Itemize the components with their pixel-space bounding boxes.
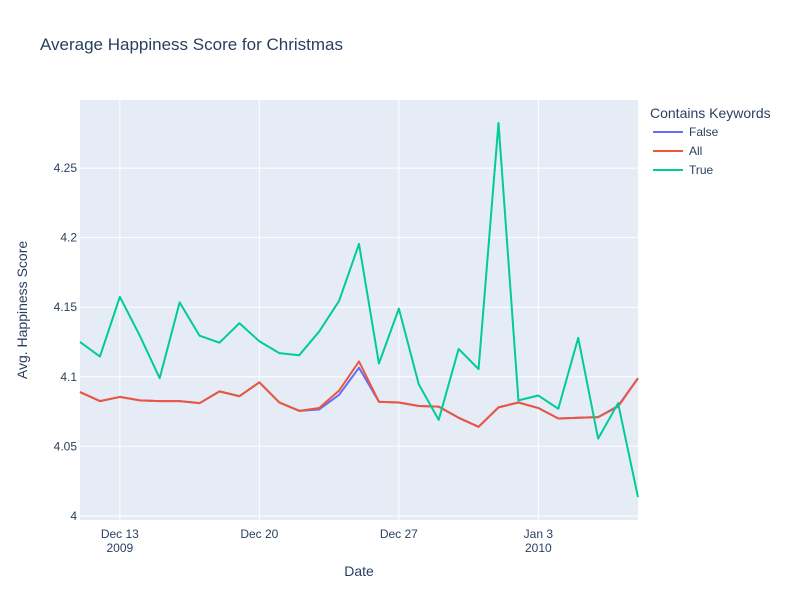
series-line-true — [79, 121, 639, 498]
legend-label: False — [689, 125, 719, 139]
x-tick-year-label: 2010 — [525, 541, 552, 555]
y-tick-label: 4.15 — [54, 300, 78, 314]
x-tick-year-label: 2009 — [107, 541, 134, 555]
plot-area — [80, 100, 638, 520]
x-tick-label: Jan 3 — [524, 527, 554, 541]
y-tick-label: 4.05 — [54, 439, 78, 453]
y-tick-label: 4.2 — [60, 231, 77, 245]
legend-title: Contains Keywords — [650, 105, 771, 121]
legend-label: All — [689, 144, 702, 158]
series-line-all — [79, 360, 639, 428]
y-tick-label: 4 — [70, 509, 77, 523]
legend-item-false[interactable]: False — [653, 125, 719, 139]
x-tick-label: Dec 20 — [240, 527, 278, 541]
x-axis-title: Date — [344, 563, 374, 579]
y-tick-label: 4.25 — [54, 161, 78, 175]
legend-item-all[interactable]: All — [653, 144, 702, 158]
legend[interactable]: False All True — [653, 125, 719, 177]
y-axis-title: Avg. Happiness Score — [14, 241, 30, 379]
legend-item-true[interactable]: True — [653, 163, 714, 177]
series-lines — [79, 121, 639, 498]
legend-label: True — [689, 163, 714, 177]
y-tick-label: 4.1 — [60, 370, 77, 384]
y-axis-ticks: 4 4.05 4.1 4.15 4.2 4.25 — [54, 161, 78, 523]
chart-title: Average Happiness Score for Christmas — [40, 35, 343, 54]
x-tick-label: Dec 27 — [380, 527, 418, 541]
x-tick-label: Dec 13 — [101, 527, 139, 541]
